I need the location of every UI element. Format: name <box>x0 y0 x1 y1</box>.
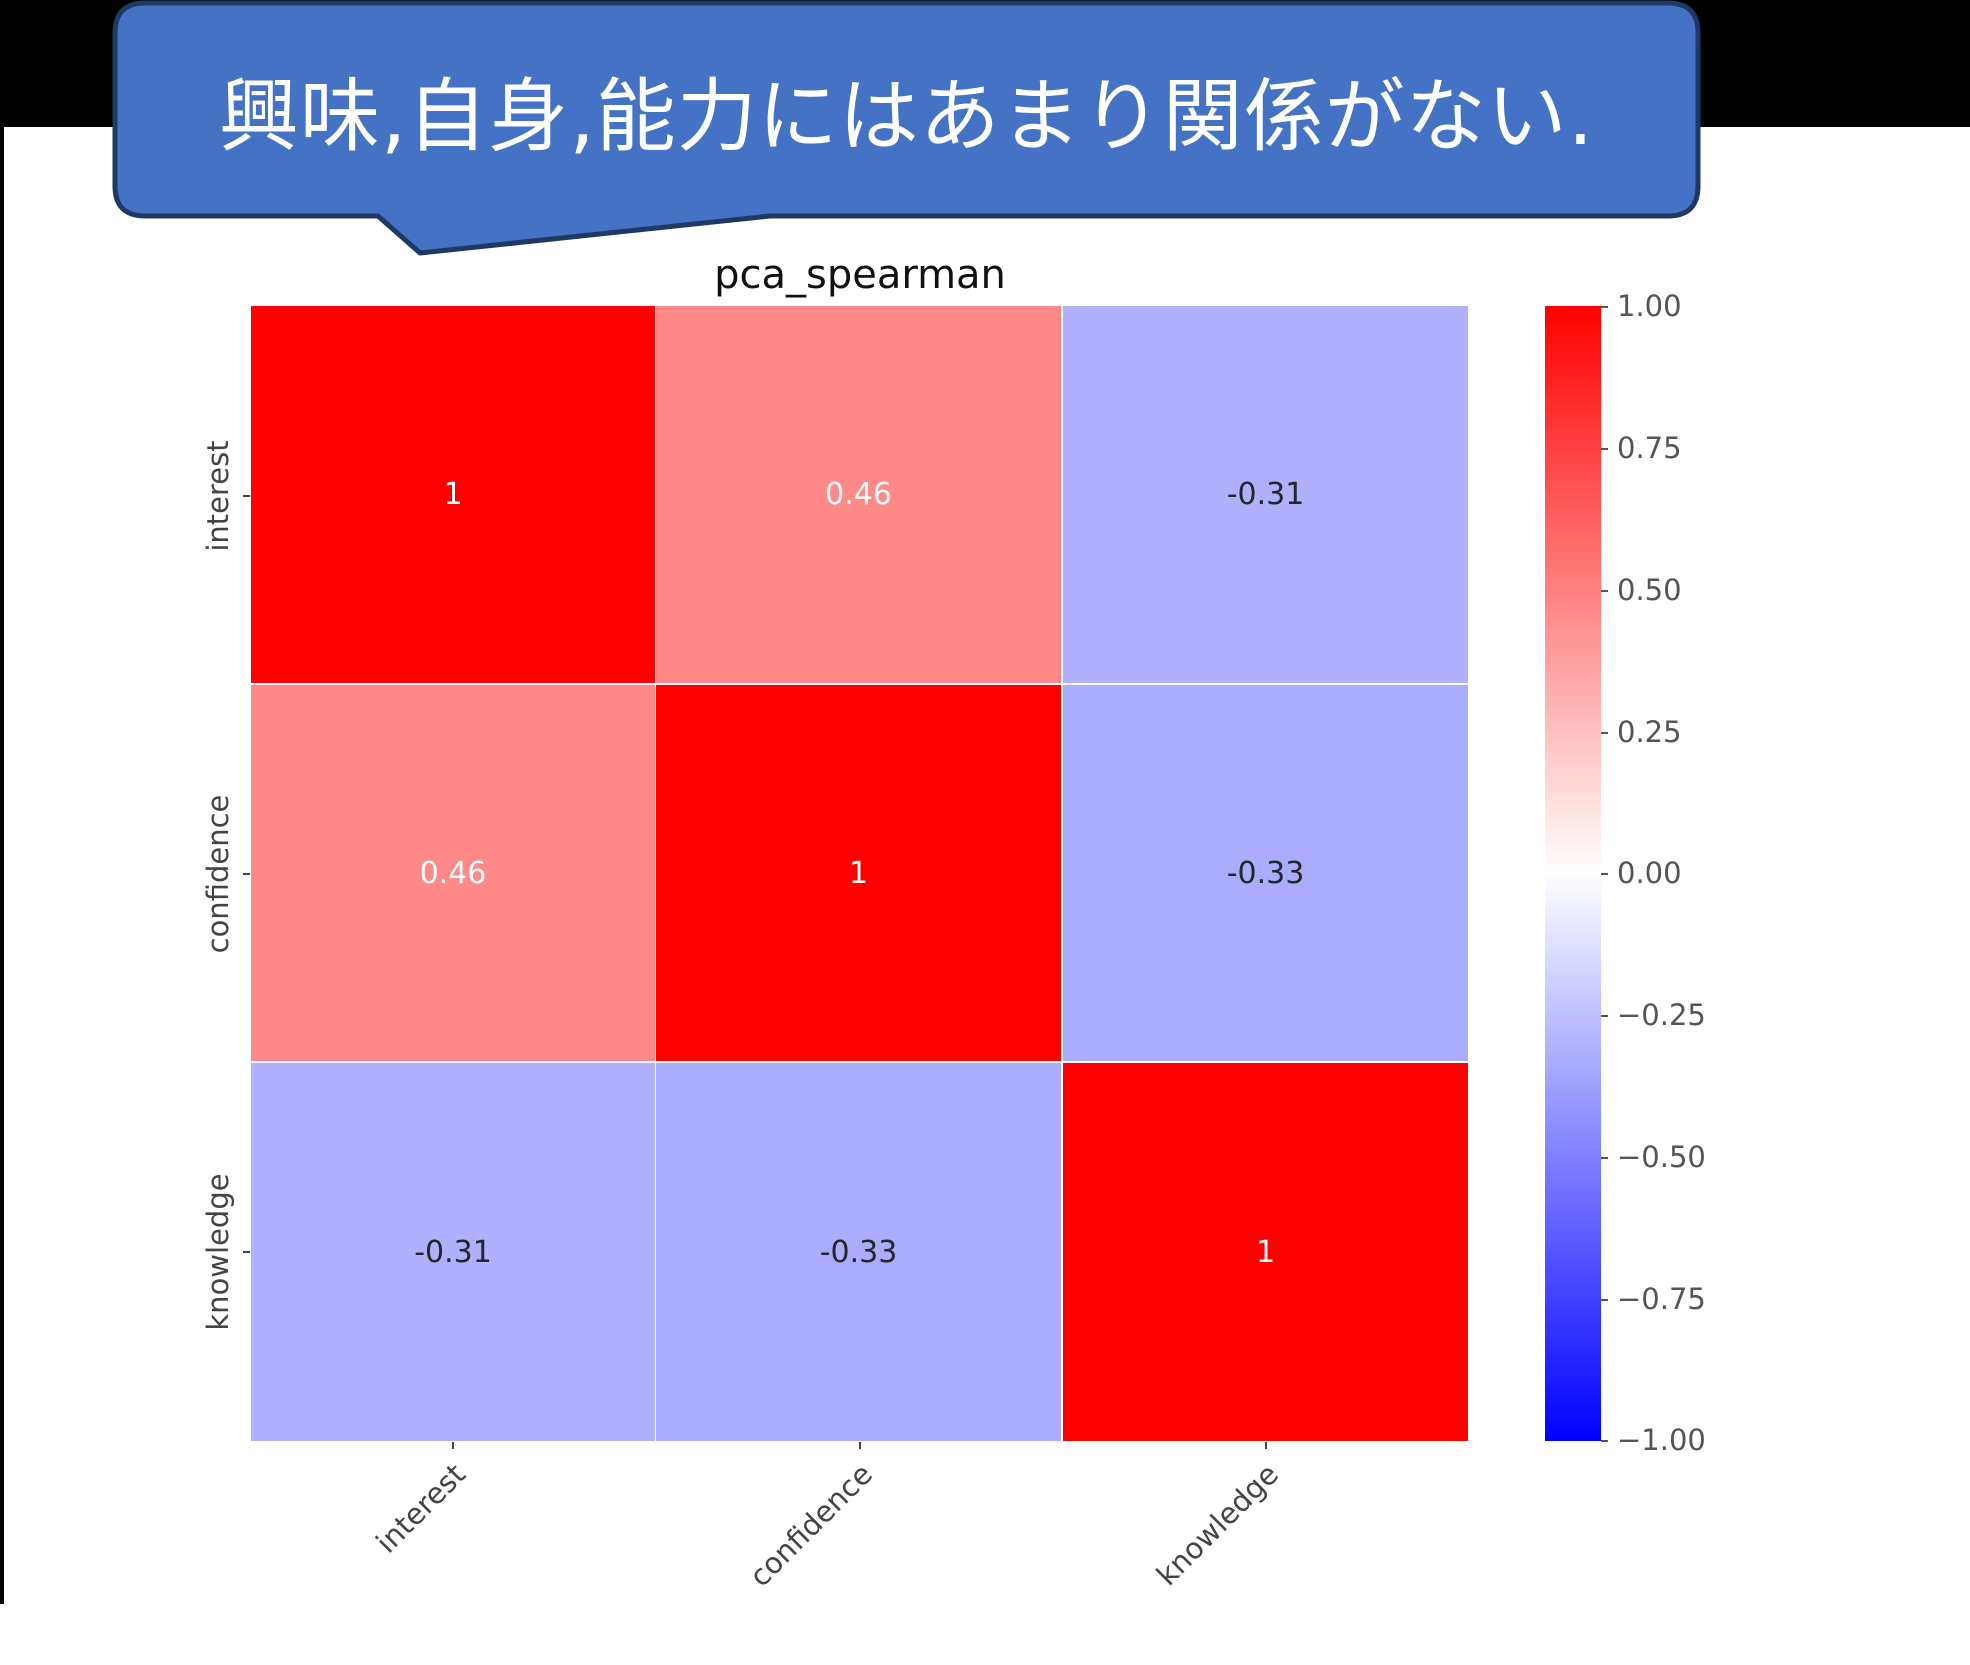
colorbar <box>1545 306 1601 1441</box>
colorbar-tick <box>1601 448 1608 450</box>
colorbar-label: 1.00 <box>1617 289 1682 323</box>
colorbar-tick <box>1601 1440 1608 1442</box>
heatmap-cell: -0.31 <box>251 1063 657 1441</box>
colorbar-tick <box>1601 590 1608 592</box>
colorbar-label: −0.25 <box>1617 998 1706 1032</box>
heatmap-cell: -0.31 <box>1063 306 1468 685</box>
colorbar-label: 0.25 <box>1617 715 1682 749</box>
left-black-edge <box>0 0 4 1604</box>
y-label-interest: interest <box>201 440 235 552</box>
colorbar-tick <box>1601 1157 1608 1159</box>
colorbar-label: 0.75 <box>1617 431 1682 465</box>
heatmap-cell: -0.33 <box>656 1063 1063 1441</box>
chart-title: pca_spearman <box>714 252 1006 298</box>
colorbar-tick <box>1601 306 1608 308</box>
y-label-knowledge: knowledge <box>201 1173 235 1331</box>
heatmap-cell: 1 <box>1063 1063 1468 1441</box>
colorbar-label: 0.00 <box>1617 856 1682 890</box>
x-label-confidence: confidence <box>742 1456 880 1594</box>
y-label-confidence: confidence <box>201 794 235 954</box>
heatmap-cell: 0.46 <box>251 685 657 1063</box>
y-tick <box>243 873 250 875</box>
colorbar-label: 0.50 <box>1617 573 1682 607</box>
heatmap: 1 0.46 -0.31 0.46 1 -0.33 -0.31 -0.33 1 <box>251 306 1468 1441</box>
x-tick <box>1265 1442 1267 1449</box>
callout-text: 興味,自身,能力にはあまり関係がない. <box>218 69 1595 163</box>
colorbar-tick <box>1601 1015 1608 1017</box>
heatmap-cell: -0.33 <box>1063 685 1468 1063</box>
colorbar-label: −1.00 <box>1617 1423 1706 1457</box>
heatmap-cell: 0.46 <box>656 306 1063 685</box>
colorbar-label: −0.75 <box>1617 1282 1706 1316</box>
x-tick <box>859 1442 861 1449</box>
heatmap-cell: 1 <box>251 306 657 685</box>
y-tick <box>243 495 250 497</box>
heatmap-cell: 1 <box>656 685 1063 1063</box>
x-tick <box>452 1442 454 1449</box>
colorbar-tick <box>1601 1299 1608 1301</box>
callout-bubble-shape <box>112 0 1701 256</box>
y-tick <box>243 1251 250 1253</box>
colorbar-tick <box>1601 732 1608 734</box>
colorbar-tick <box>1601 873 1608 875</box>
x-label-interest: interest <box>369 1456 473 1560</box>
colorbar-label: −0.50 <box>1617 1140 1706 1174</box>
x-label-knowledge: knowledge <box>1149 1456 1286 1593</box>
